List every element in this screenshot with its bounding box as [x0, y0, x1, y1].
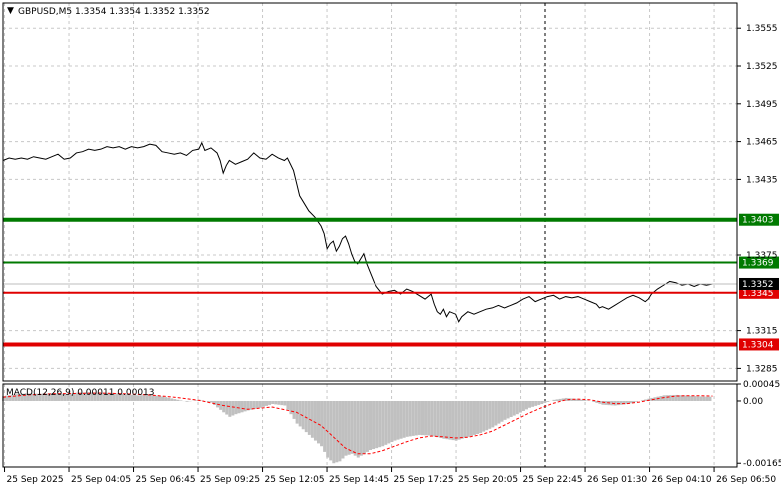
symbol-menu-icon[interactable]: ▼	[7, 6, 14, 16]
level-label: 1.3345	[742, 289, 774, 299]
x-tick-label: 26 Sep 04:10	[652, 475, 712, 485]
y-tick-label: 1.3375	[746, 251, 778, 261]
macd-title: MACD(12,26,9) 0.00011 0.00013	[6, 388, 155, 398]
x-tick-label: 26 Sep 01:30	[587, 475, 647, 485]
macd-axis: 0.00045 0.00 -0.00165	[737, 380, 781, 469]
x-tick-label: 25 Sep 04:05	[71, 475, 131, 485]
level-label: 1.3369	[742, 259, 774, 269]
macd-y-tick-label: 0.00045	[743, 380, 780, 390]
macd-signal-line	[2, 392, 713, 455]
y-tick-label: 1.3285	[746, 364, 778, 374]
price-series	[2, 141, 713, 323]
y-tick-label: 1.3525	[746, 62, 778, 72]
x-tick-label: 25 Sep 17:25	[394, 475, 454, 485]
price-grid	[3, 3, 737, 381]
time-axis: 25 Sep 2025 25 Sep 04:05 25 Sep 06:45 25 Se…	[4, 467, 776, 485]
macd-histogram	[2, 392, 712, 464]
price-axis: 1.35551.35251.34951.34651.34351.33751.33…	[737, 24, 778, 374]
x-tick-label: 25 Sep 06:45	[136, 475, 196, 485]
x-tick-label: 25 Sep 09:25	[200, 475, 260, 485]
x-tick-label: 25 Sep 2025	[7, 475, 64, 485]
current-price-bg	[739, 277, 779, 290]
y-tick-label: 1.3465	[746, 138, 778, 148]
x-tick-label: 25 Sep 12:05	[265, 475, 325, 485]
macd-y-tick-label: 0.00	[743, 397, 763, 407]
level-lines: 1.3403 1.3369 1.3345 1.3304 1.3352	[3, 213, 779, 351]
pane-frames	[2, 2, 738, 468]
current-price-label: 1.3352	[742, 280, 774, 290]
x-tick-label: 25 Sep 14:45	[329, 475, 389, 485]
macd-pane-frame	[2, 383, 738, 468]
macd-y-tick-label: -0.00165	[743, 459, 781, 469]
level-label-bg	[739, 213, 779, 226]
price-pane-frame	[2, 2, 738, 382]
y-tick-label: 1.3435	[746, 175, 778, 185]
level-label-bg	[739, 256, 779, 269]
price-line	[2, 141, 713, 323]
chart-title: GBPUSD,M5 1.3354 1.3354 1.3352 1.3352	[18, 7, 210, 17]
y-tick-label: 1.3555	[746, 24, 778, 34]
x-tick-label: 26 Sep 06:50	[716, 475, 776, 485]
x-tick-label: 25 Sep 20:05	[458, 475, 518, 485]
y-tick-label: 1.3315	[746, 327, 778, 337]
x-tick-label: 25 Sep 22:45	[523, 475, 583, 485]
level-label-bg	[739, 338, 779, 351]
signal-line	[2, 392, 713, 455]
y-tick-label: 1.3495	[746, 100, 778, 110]
level-label: 1.3304	[742, 340, 774, 350]
level-label: 1.3403	[742, 216, 774, 226]
